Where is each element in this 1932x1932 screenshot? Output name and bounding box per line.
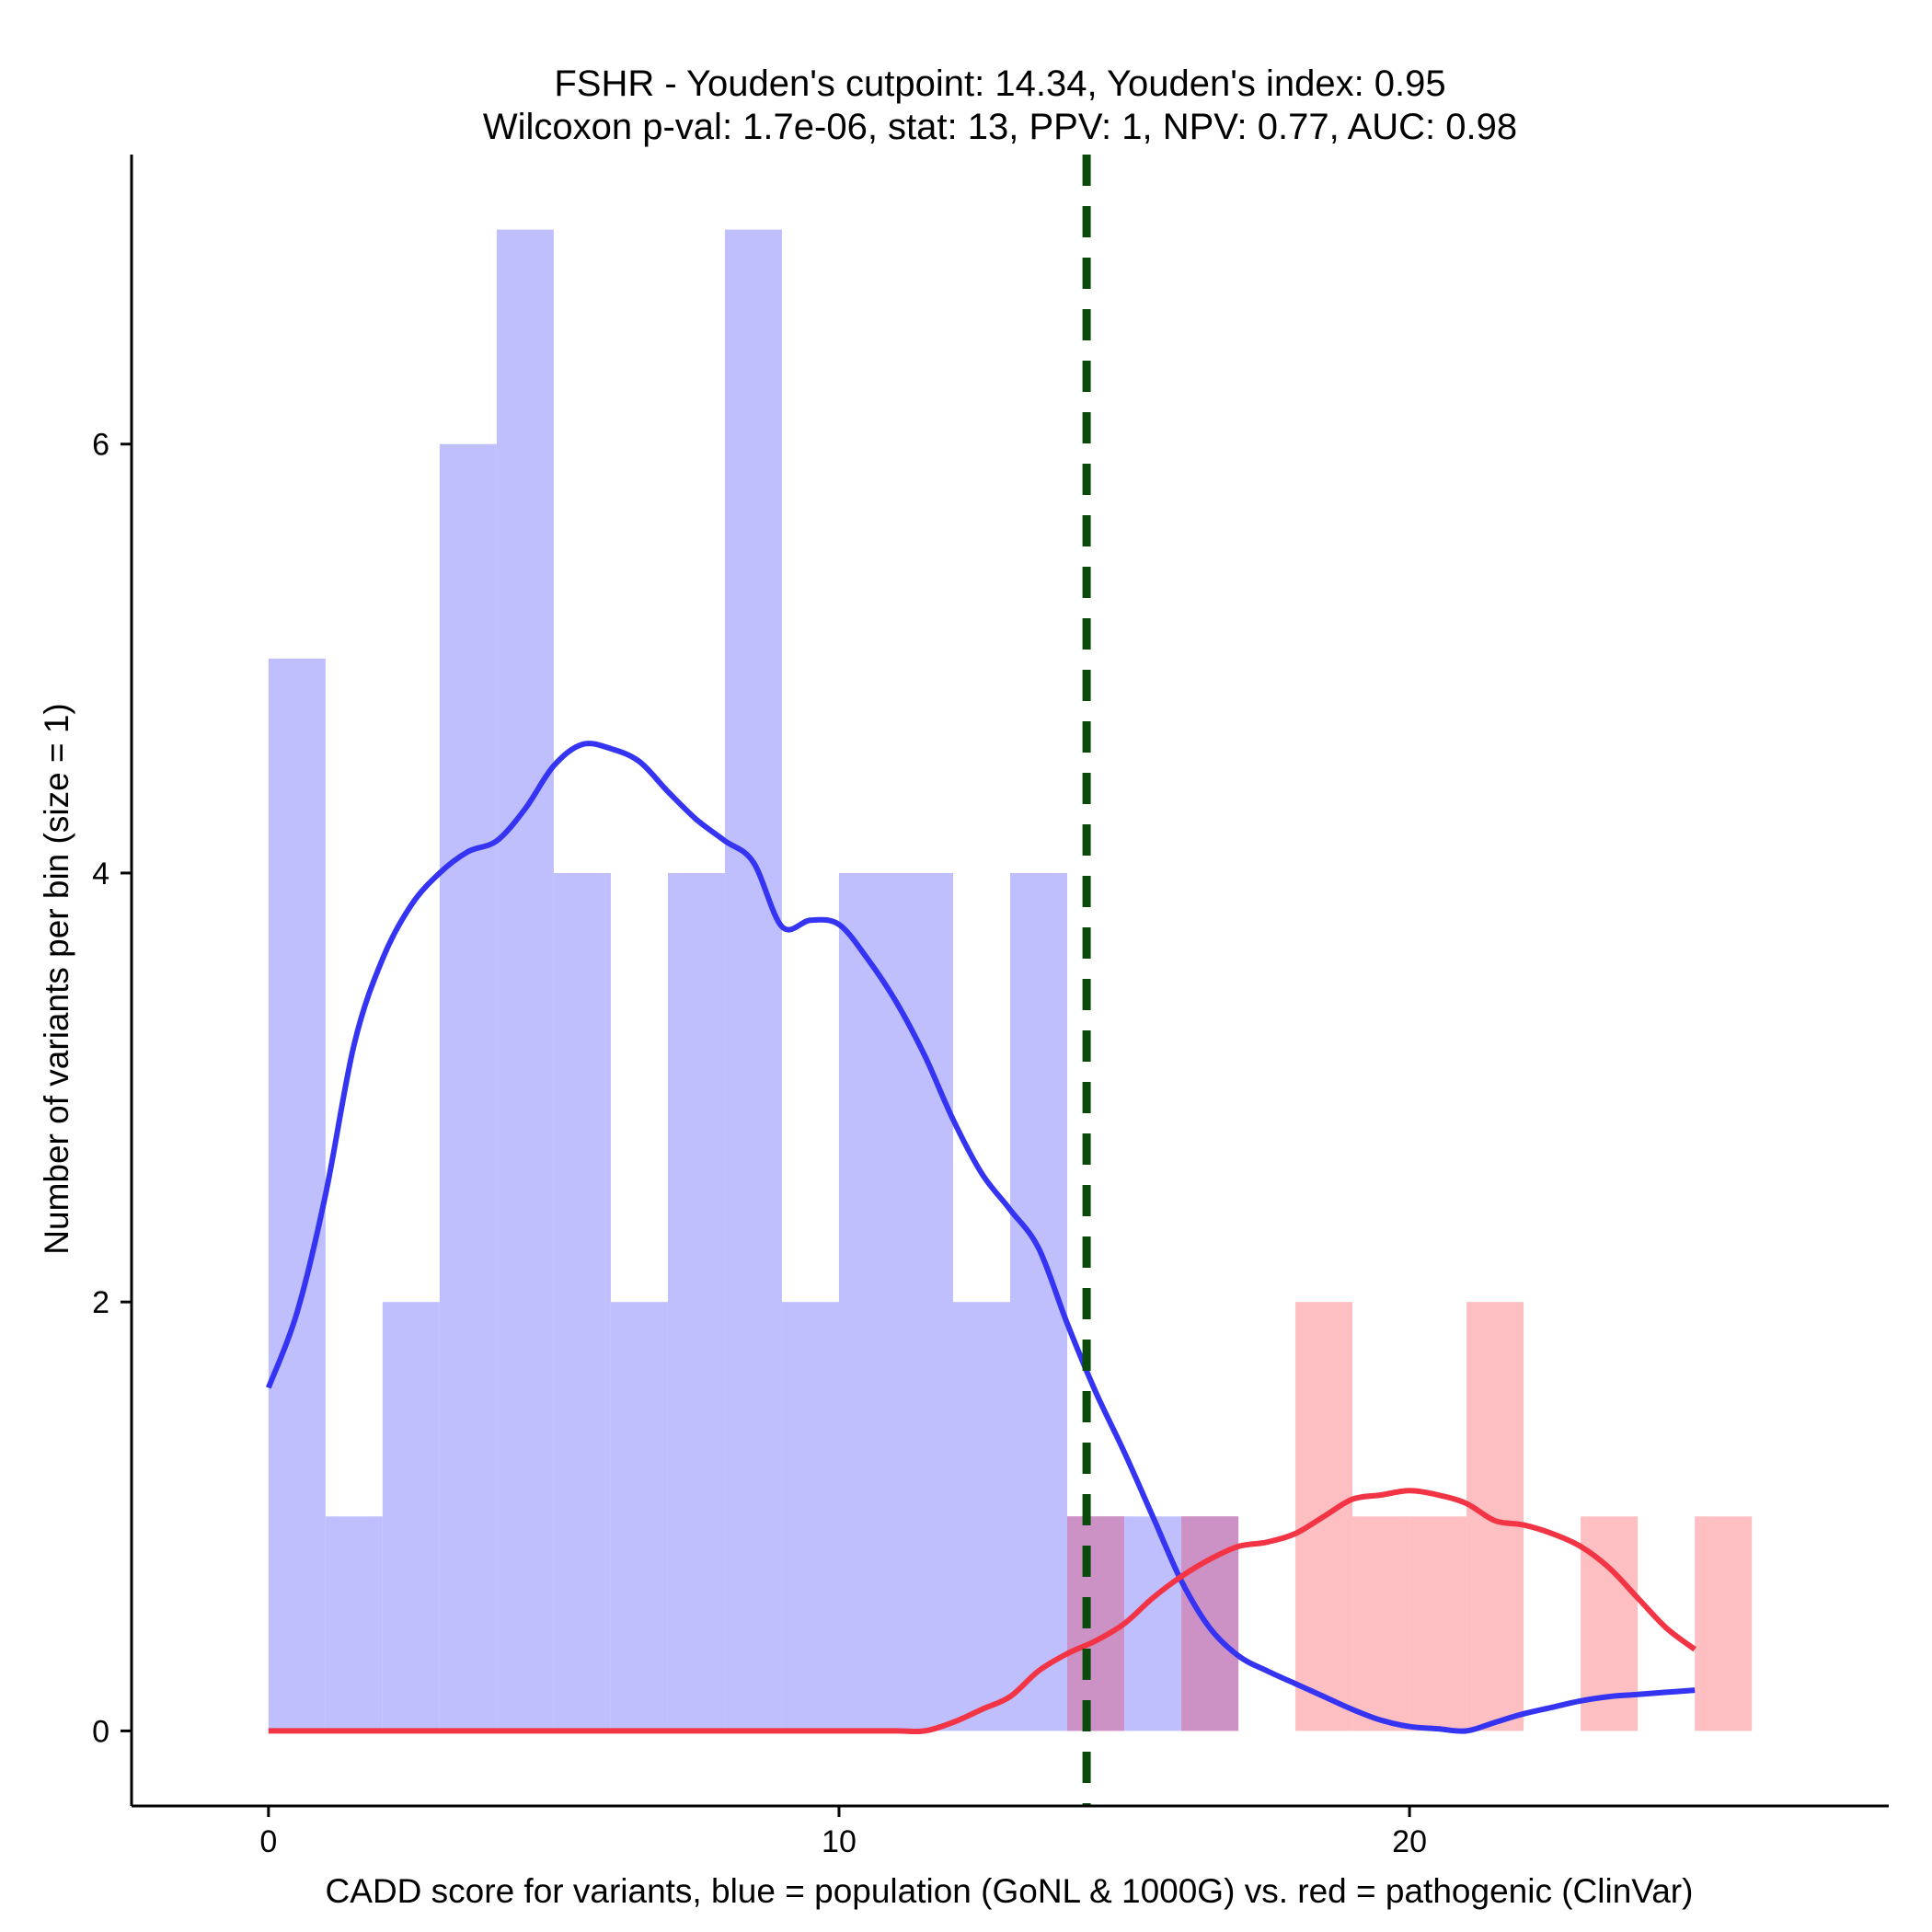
x-axis-title: CADD score for variants, blue = populati…	[326, 1872, 1694, 1910]
pathogenic-bar	[1466, 1302, 1524, 1731]
x-tick-label: 0	[259, 1824, 277, 1859]
population-bar	[724, 229, 782, 1731]
population-bar	[382, 1302, 440, 1731]
population-bar	[895, 872, 953, 1731]
x-tick-label: 20	[1392, 1824, 1427, 1859]
overlap-bar	[1067, 1516, 1125, 1731]
y-tick-label: 2	[92, 1285, 109, 1320]
pathogenic-bar	[1352, 1516, 1410, 1731]
pathogenic-bar	[1695, 1516, 1753, 1731]
population-bar	[952, 1302, 1010, 1731]
population-bar	[838, 872, 896, 1731]
y-tick-label: 0	[92, 1714, 109, 1749]
population-bar	[325, 1516, 383, 1731]
population-bar	[610, 1302, 668, 1731]
chart-title-line-1: FSHR - Youden's cutpoint: 14.34, Youden'…	[554, 63, 1445, 104]
pathogenic-bar	[1409, 1516, 1467, 1731]
population-bar	[268, 658, 326, 1731]
population-bar	[781, 1302, 839, 1731]
y-tick-label: 6	[92, 428, 109, 463]
population-bar	[439, 443, 497, 1731]
population-density-line	[265, 741, 1696, 1734]
population-bar	[667, 872, 725, 1731]
histogram-bars	[268, 229, 1753, 1731]
chart-title-line-2: Wilcoxon p-val: 1.7e-06, stat: 13, PPV: …	[483, 107, 1517, 147]
axes: 0 10 20 0 2 4 6	[92, 155, 1889, 1859]
y-tick-label: 4	[92, 857, 109, 891]
density-curves	[265, 741, 1696, 1735]
population-bar	[553, 872, 611, 1731]
x-tick-label: 10	[822, 1824, 857, 1859]
pathogenic-density-line	[268, 1488, 1696, 1735]
y-axis-title: Number of variants per bin (size = 1)	[38, 703, 75, 1254]
population-bar	[1124, 1516, 1182, 1731]
population-bar	[496, 229, 554, 1731]
